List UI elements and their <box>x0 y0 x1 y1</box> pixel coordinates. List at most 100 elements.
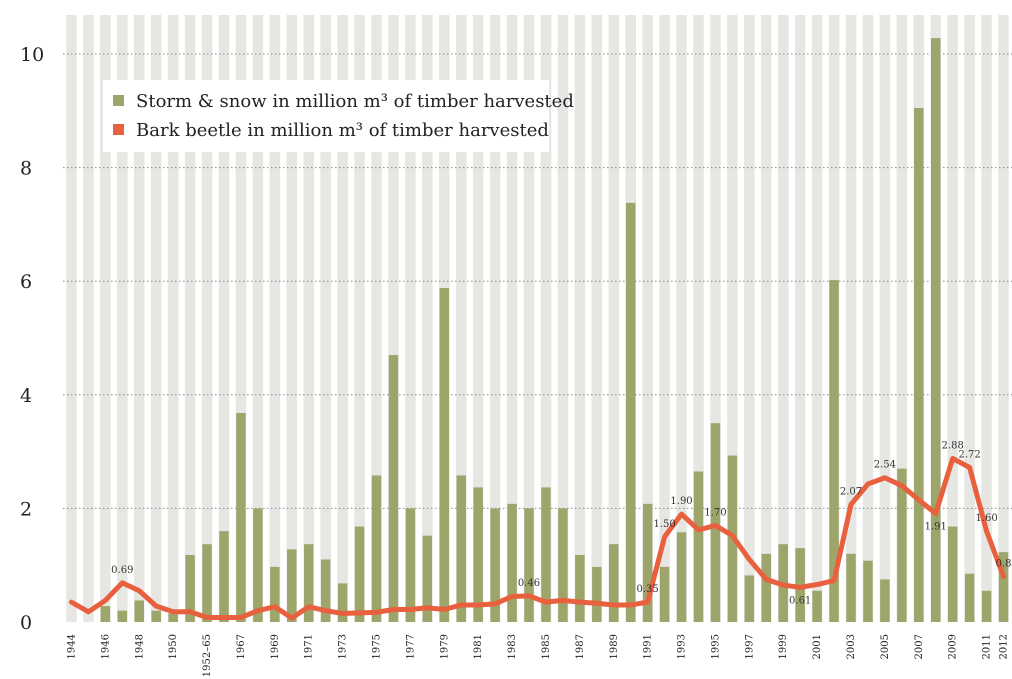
storm-bar <box>405 508 416 622</box>
storm-bar <box>897 468 907 622</box>
beetle-data-label: 0.61 <box>789 595 811 606</box>
background-stripe <box>269 15 281 622</box>
y-tick-label: 0 <box>20 612 32 634</box>
beetle-data-label: 2.72 <box>958 450 980 461</box>
x-tick-label: 1979 <box>439 634 450 659</box>
background-stripe <box>506 15 518 622</box>
x-tick-label: 1997 <box>744 634 755 659</box>
background-stripe <box>455 15 467 622</box>
storm-bar <box>473 487 483 622</box>
storm-bar <box>880 579 890 622</box>
y-tick-label: 4 <box>20 385 32 407</box>
beetle-line <box>68 455 1007 621</box>
x-tick-label: 1989 <box>609 634 620 659</box>
x-tick-label: 1967 <box>236 634 247 659</box>
x-tick-label: 1975 <box>372 634 383 659</box>
storm-bar <box>710 423 721 622</box>
background-stripe <box>642 15 653 622</box>
storm-bar <box>524 508 534 622</box>
background-stripe <box>777 15 789 622</box>
background-stripe <box>845 15 857 622</box>
x-tick-label: 1944 <box>66 634 77 659</box>
x-tick-label: 1973 <box>338 634 349 659</box>
background-stripe <box>693 15 704 622</box>
beetle-data-label: 1.60 <box>975 513 997 524</box>
beetle-data-label: 1.90 <box>670 496 692 507</box>
storm-bar <box>253 508 263 622</box>
background-stripe <box>523 15 535 622</box>
background-stripe <box>286 15 298 622</box>
storm-bar <box>744 575 755 622</box>
x-tick-label: 1991 <box>643 634 654 659</box>
x-tick-label: 2005 <box>880 634 891 659</box>
background-stripe <box>201 15 213 622</box>
beetle-data-label: 2.54 <box>874 460 896 471</box>
background-stripe <box>489 15 501 622</box>
background-stripe <box>879 15 891 622</box>
storm-bar <box>236 412 246 622</box>
beetle-line-group <box>68 455 1007 621</box>
background-stripe <box>896 15 908 622</box>
storm-bar <box>812 590 822 622</box>
storm-bar <box>947 526 958 622</box>
beetle-data-label: 0.46 <box>518 578 540 589</box>
background-stripe <box>794 15 806 622</box>
storm-bar <box>219 531 229 622</box>
background-stripe <box>66 15 77 622</box>
storm-bar <box>863 560 873 622</box>
x-tick-label: 1981 <box>473 634 484 659</box>
storm-bar <box>676 532 687 622</box>
x-tick-label: 1993 <box>677 634 688 659</box>
beetle-data-label: 1.50 <box>653 519 675 530</box>
storm-bar <box>185 554 195 622</box>
background-stripe <box>676 15 687 622</box>
background-stripe <box>744 15 755 622</box>
storm-bar <box>303 544 314 622</box>
legend-swatch-storm <box>113 95 124 106</box>
x-tick-label: 1969 <box>270 634 281 659</box>
legend-label-beetle: Bark beetle in million m³ of timber harv… <box>136 120 549 141</box>
storm-bar <box>117 610 128 622</box>
beetle-data-label: 2.88 <box>942 440 964 451</box>
legend: Storm & snow in million m³ of timber har… <box>103 80 574 152</box>
legend-swatch-beetle <box>113 124 124 135</box>
x-tick-label: 1995 <box>710 634 721 659</box>
x-tick-label: 2009 <box>948 634 959 659</box>
storm-bar <box>456 475 466 622</box>
x-tick-label: 1952–65 <box>202 634 213 677</box>
x-tick-label: 1950 <box>168 634 179 659</box>
background-stripe <box>100 15 111 622</box>
storm-bar <box>354 526 365 622</box>
background-stripe <box>134 15 145 622</box>
y-tick-label: 10 <box>20 44 44 66</box>
storm-bar <box>558 508 568 622</box>
background-stripe <box>167 15 179 622</box>
storm-bar <box>964 573 975 622</box>
background-stripe <box>862 15 874 622</box>
beetle-data-label: 0.35 <box>637 584 659 595</box>
storm-bar <box>439 288 450 622</box>
storm-bar <box>625 202 636 622</box>
x-tick-label: 1946 <box>100 634 111 659</box>
y-tick-label: 6 <box>20 271 32 293</box>
storm-bar <box>575 554 585 622</box>
y-tick-label: 8 <box>20 158 32 180</box>
background-stripe <box>710 15 721 622</box>
background-stripe <box>574 15 586 622</box>
storm-bar <box>998 552 1009 622</box>
background-stripe <box>591 15 603 622</box>
background-stripe <box>218 15 230 622</box>
background-stripe <box>422 15 433 622</box>
background-stripe <box>371 15 382 622</box>
background-stripe <box>117 15 128 622</box>
storm-bar <box>981 590 992 622</box>
storm-bar <box>422 535 433 622</box>
beetle-data-label: 2.07 <box>840 486 862 497</box>
storm-bar <box>609 544 619 622</box>
beetle-data-label: 0.8 <box>996 559 1012 570</box>
background-stripe <box>235 15 247 622</box>
background-stripe <box>727 15 738 622</box>
storm-bar <box>592 566 602 622</box>
